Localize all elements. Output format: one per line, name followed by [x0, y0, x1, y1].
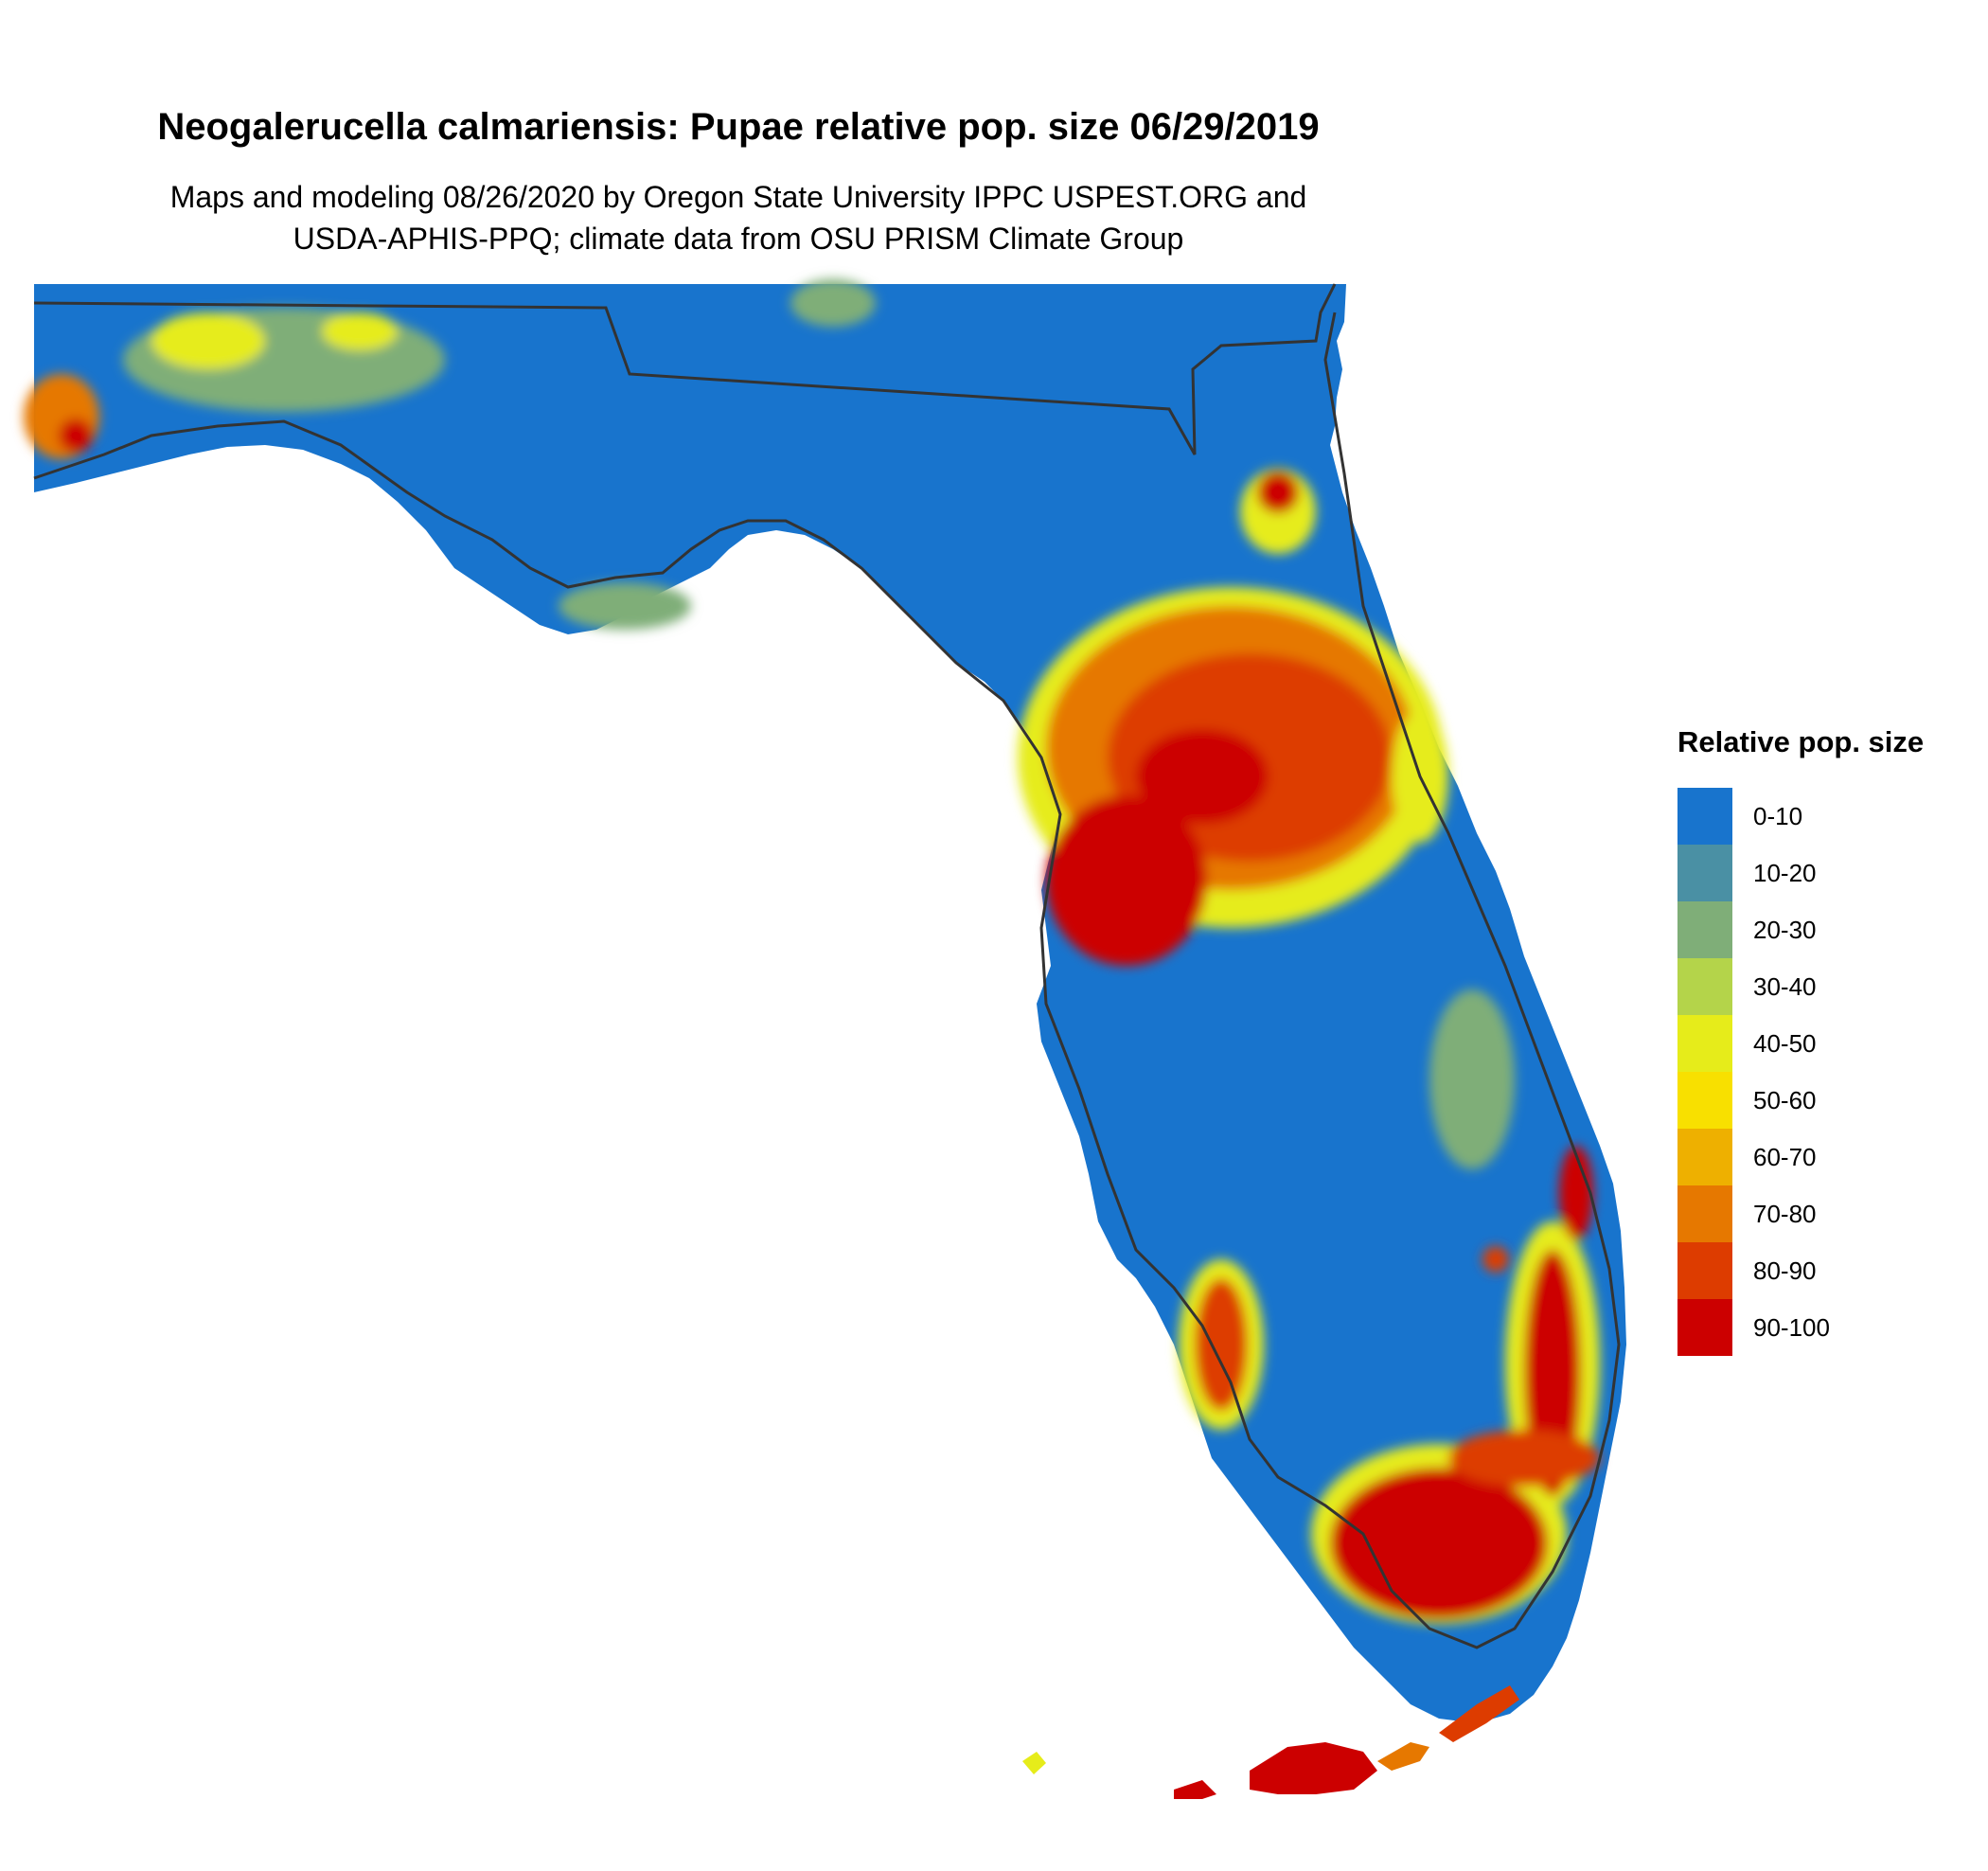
legend-item: 80-90	[1677, 1242, 1924, 1299]
legend-title: Relative pop. size	[1677, 725, 1925, 758]
southern-hotspot	[1179, 1146, 1600, 1624]
subtitle-line-2: USDA-APHIS-PPQ; climate data from OSU PR…	[293, 222, 1184, 256]
subtitle-line-1: Maps and modeling 08/26/2020 by Oregon S…	[169, 180, 1307, 214]
legend-swatch	[1677, 1015, 1732, 1072]
legend-swatch	[1677, 1072, 1732, 1129]
legend-swatch	[1677, 1299, 1732, 1356]
legend-label: 60-70	[1753, 1142, 1817, 1171]
legend-swatch	[1677, 1185, 1732, 1242]
map-title: Neogalerucella calmariensis: Pupae relat…	[157, 106, 1320, 148]
legend-item: 0-10	[1677, 788, 1924, 845]
legend-item: 90-100	[1677, 1299, 1924, 1356]
legend-label: 0-10	[1753, 801, 1803, 830]
legend-item: 30-40	[1677, 958, 1924, 1015]
legend-item: 70-80	[1677, 1185, 1924, 1242]
legend-label: 30-40	[1753, 971, 1817, 1001]
legend-swatch	[1677, 845, 1732, 901]
legend-item: 40-50	[1677, 1015, 1924, 1072]
legend-label: 70-80	[1753, 1199, 1817, 1228]
florida-keys	[1022, 1685, 1519, 1799]
legend-swatch	[1677, 788, 1732, 845]
legend-swatch	[1677, 958, 1732, 1015]
legend-item: 50-60	[1677, 1072, 1924, 1129]
legend-swatch	[1677, 1129, 1732, 1185]
map-legend: Relative pop. size 0-10 10-20 20-30 30-40 40…	[1677, 725, 1924, 1356]
map-subtitle: Maps and modeling 08/26/2020 by Oregon S…	[0, 176, 1477, 259]
legend-label: 80-90	[1753, 1256, 1817, 1285]
legend-items: 0-10 10-20 20-30 30-40 40-50 50-60 60-70 70-80 8…	[1677, 788, 1924, 1356]
legend-swatch	[1677, 1242, 1732, 1299]
legend-item: 20-30	[1677, 901, 1924, 958]
central-hotspot	[1018, 469, 1448, 966]
legend-label: 10-20	[1753, 858, 1817, 887]
legend-label: 40-50	[1753, 1028, 1817, 1058]
legend-item: 10-20	[1677, 845, 1924, 901]
legend-label: 20-30	[1753, 915, 1817, 944]
state-outline	[33, 283, 1621, 1649]
legend-item: 60-70	[1677, 1129, 1924, 1185]
legend-label: 50-60	[1753, 1085, 1817, 1114]
panhandle-zones	[24, 279, 876, 630]
legend-label: 90-100	[1753, 1312, 1830, 1342]
legend-swatch	[1677, 901, 1732, 958]
interior-zones	[1429, 989, 1515, 1273]
